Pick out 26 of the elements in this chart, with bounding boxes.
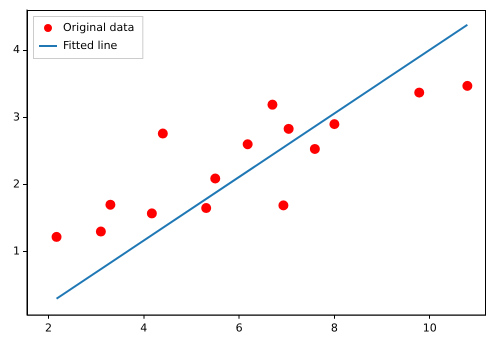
point (462, 80, 472, 91)
y-tick-label: 4 (13, 43, 20, 56)
point (146, 208, 157, 218)
x-tick-label: 8 (330, 321, 338, 334)
point (267, 100, 278, 110)
x-tick-label: 6 (236, 321, 243, 334)
x-tick-label: 4 (140, 321, 148, 334)
point (329, 119, 340, 130)
legend-label: Fitted line (63, 38, 118, 52)
y-tick-label: 2 (13, 177, 20, 190)
point (52, 232, 62, 242)
point (105, 200, 116, 210)
point (242, 139, 253, 150)
point (158, 128, 168, 139)
point (284, 124, 294, 134)
y-tick-label: 1 (13, 244, 20, 258)
legend-label: Original data (63, 20, 134, 34)
point (310, 144, 320, 154)
point (210, 174, 220, 184)
point (201, 203, 212, 214)
x-tick-label: 10 (422, 321, 437, 334)
x-tick-label: 2 (44, 321, 52, 334)
point (278, 200, 288, 210)
point (96, 226, 106, 237)
point (414, 88, 424, 98)
y-tick-label: 3 (13, 110, 20, 124)
